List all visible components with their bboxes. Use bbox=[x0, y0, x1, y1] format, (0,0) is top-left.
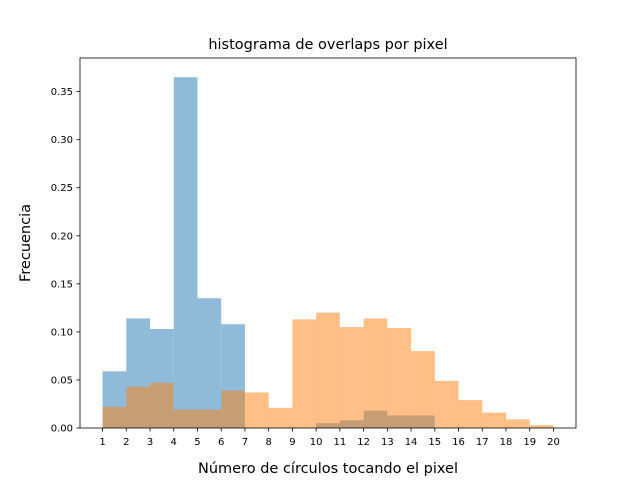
histogram-bar bbox=[505, 419, 530, 428]
y-tick-label: 0.20 bbox=[51, 231, 73, 242]
histogram-bar bbox=[411, 351, 435, 428]
x-tick-label: 7 bbox=[242, 437, 248, 448]
histogram-bar bbox=[458, 400, 483, 428]
y-tick-label: 0.10 bbox=[51, 327, 73, 338]
y-tick-label: 0.30 bbox=[51, 135, 73, 146]
x-tick-label: 18 bbox=[500, 437, 513, 448]
plot-frame bbox=[79, 57, 577, 429]
x-tick-label: 15 bbox=[428, 437, 441, 448]
histogram-bar bbox=[482, 412, 506, 428]
bars-layer bbox=[102, 77, 554, 429]
histogram-bar bbox=[150, 382, 174, 428]
x-tick-label: 17 bbox=[476, 437, 489, 448]
x-tick-label: 10 bbox=[310, 437, 323, 448]
y-axis: 0.00 0.05 0.10 0.15 0.20 0.25 0.30 0.35 bbox=[51, 87, 80, 435]
histogram-bar bbox=[292, 319, 317, 428]
x-tick-label: 5 bbox=[194, 437, 200, 448]
histogram-bar bbox=[363, 318, 388, 428]
x-tick-label: 1 bbox=[99, 437, 105, 448]
y-tick-label: 0.35 bbox=[51, 87, 73, 98]
histogram-bar bbox=[434, 380, 459, 428]
histogram-bar bbox=[102, 406, 127, 428]
x-tick-label: 9 bbox=[289, 437, 295, 448]
x-tick-label: 4 bbox=[171, 437, 177, 448]
histogram-bar bbox=[316, 312, 340, 428]
histogram-bar bbox=[387, 328, 412, 428]
x-axis: 1 2 3 4 5 6 7 8 9 10 11 12 13 14 15 16 17 18 19 20 bbox=[99, 428, 560, 448]
chart-title: histograma de overlaps por pixel bbox=[208, 37, 447, 53]
histogram-bar bbox=[173, 409, 198, 428]
y-tick-label: 0.15 bbox=[51, 279, 73, 290]
histogram-bar bbox=[268, 407, 293, 428]
x-tick-label: 13 bbox=[381, 437, 394, 448]
histogram-bar bbox=[126, 386, 151, 428]
x-tick-label: 8 bbox=[265, 437, 271, 448]
x-tick-label: 2 bbox=[123, 437, 129, 448]
y-tick-label: 0.00 bbox=[51, 424, 73, 435]
histogram-bar bbox=[197, 409, 222, 428]
x-tick-label: 3 bbox=[147, 437, 153, 448]
histogram-bar bbox=[339, 327, 364, 428]
histogram-bar bbox=[529, 425, 554, 428]
histogram-bar bbox=[197, 298, 222, 428]
y-tick-label: 0.25 bbox=[51, 183, 73, 194]
x-tick-label: 6 bbox=[218, 437, 224, 448]
x-tick-label: 19 bbox=[523, 437, 536, 448]
x-tick-label: 14 bbox=[405, 437, 418, 448]
x-tick-label: 16 bbox=[452, 437, 465, 448]
y-tick-label: 0.05 bbox=[51, 375, 73, 386]
y-axis-label: Frecuencia bbox=[18, 204, 34, 282]
x-tick-label: 12 bbox=[357, 437, 370, 448]
histogram-bar bbox=[221, 390, 245, 428]
x-axis-label: Número de círculos tocando el pixel bbox=[198, 461, 458, 477]
x-tick-label: 20 bbox=[547, 437, 560, 448]
histogram-bar bbox=[173, 77, 198, 429]
histogram-bar bbox=[244, 392, 269, 428]
x-tick-label: 11 bbox=[333, 437, 346, 448]
